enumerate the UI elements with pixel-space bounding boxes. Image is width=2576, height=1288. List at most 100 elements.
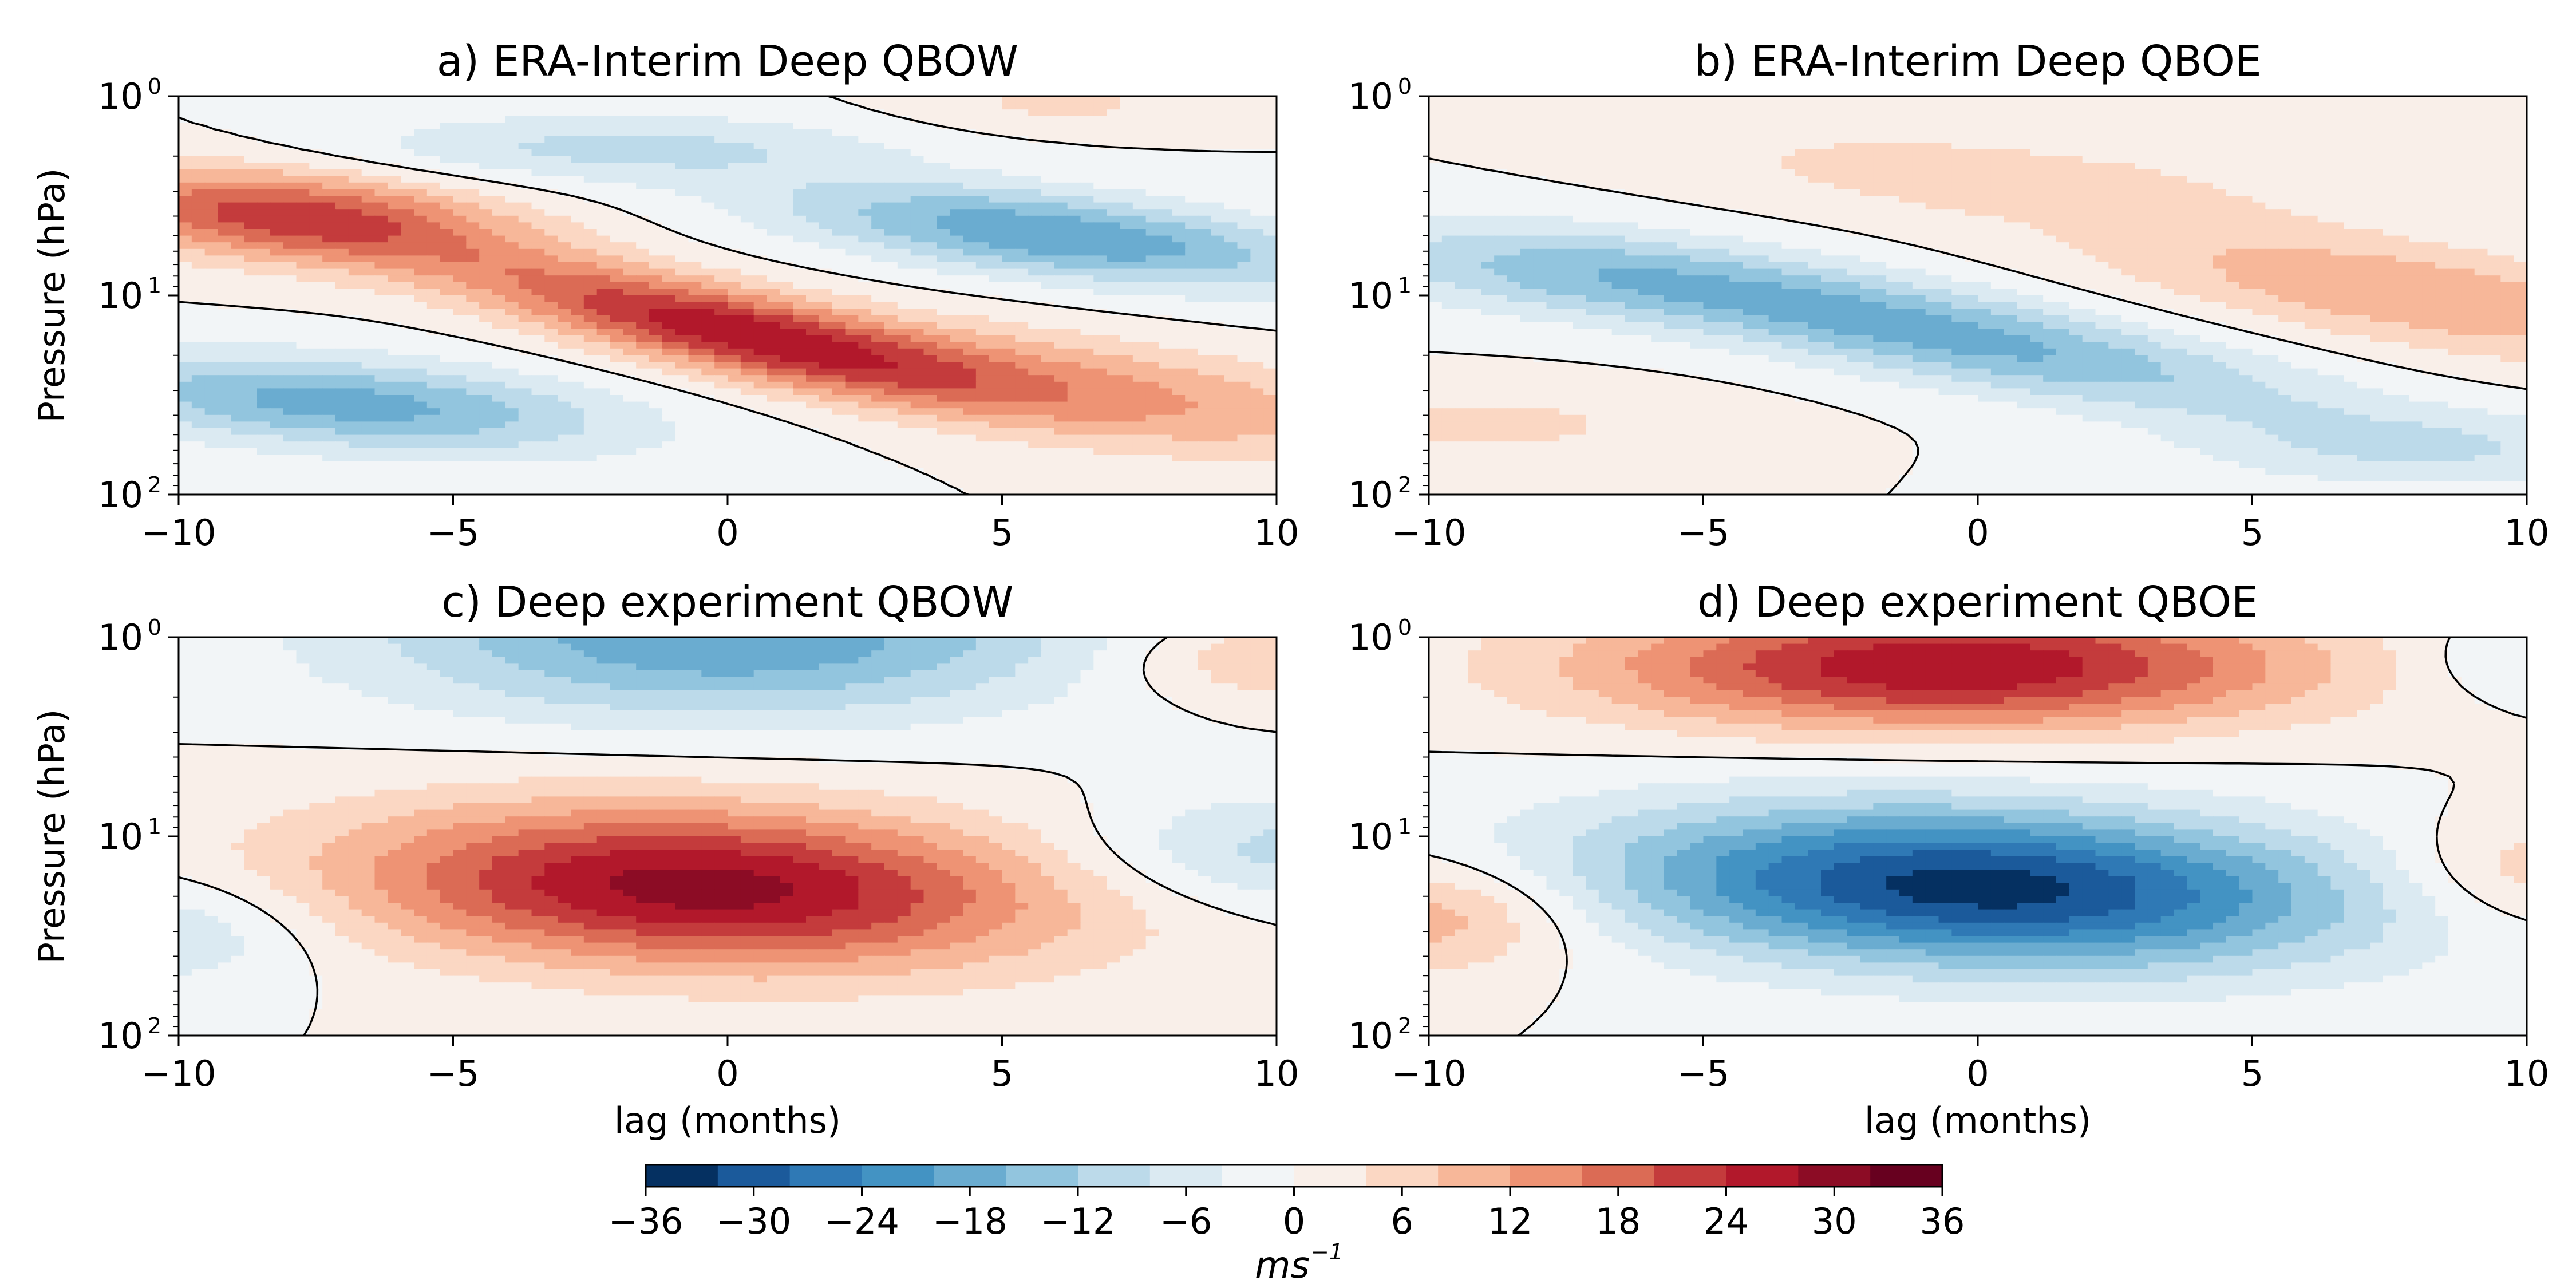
contour-cell [963,461,977,469]
contour-cell [937,136,950,143]
contour-cell [1107,475,1120,482]
contour-cell [1250,315,1264,323]
contour-cell [1172,481,1186,489]
contour-cell [505,408,519,416]
contour-cell [897,408,911,416]
contour-cell [296,441,310,449]
contour-cell [1211,96,1225,104]
contour-cell [583,163,598,170]
contour-cell [1211,441,1225,449]
contour-cell [466,368,480,376]
contour-cell [309,408,323,416]
contour-cell [871,355,885,362]
contour-cell [335,143,349,150]
contour-cell [544,102,558,110]
contour-cell [505,329,519,336]
contour-cell [1015,348,1029,356]
contour-cell [963,222,977,230]
contour-cell [728,335,741,342]
contour-cell [793,475,807,482]
contour-cell [544,302,558,309]
contour-cell [518,434,532,442]
contour-cell [1067,209,1081,216]
contour-cell [518,248,532,256]
contour-cell [714,189,728,196]
contour-cell [688,282,702,290]
contour-cell [688,461,702,469]
contour-cell [923,468,938,475]
contour-cell [204,289,219,296]
contour-cell [466,388,480,396]
contour-cell [910,441,924,449]
contour-cell [937,315,950,323]
contour-cell [283,109,297,117]
contour-cell [596,381,611,389]
contour-cell [623,136,637,143]
contour-cell [453,163,467,170]
contour-cell [740,109,754,117]
contour-cell [806,123,820,130]
contour-cell [440,395,454,402]
contour-cell [1159,455,1173,462]
contour-cell [283,295,297,303]
contour-cell [1198,329,1212,336]
contour-cell [244,362,258,369]
contour-cell [937,116,950,124]
contour-cell [1107,388,1120,396]
contour-cell [610,381,624,389]
contour-cell [701,481,715,489]
contour-cell [845,362,859,369]
contour-cell [806,381,820,389]
contour-cell [1185,428,1199,436]
contour-cell [1237,421,1251,429]
contour-cell [296,202,310,210]
contour-cell [884,275,898,283]
contour-cell [361,461,376,469]
contour-cell [793,348,807,356]
contour-cell [884,342,898,349]
contour-cell [740,322,754,329]
contour-cell [662,176,676,183]
contour-cell [414,282,428,290]
contour-cell [989,189,1003,196]
contour-cell [218,421,232,429]
contour-cell [675,428,689,436]
contour-cell [989,242,1003,250]
contour-cell [558,322,571,329]
contour-cell [204,96,219,104]
contour-cell [583,102,598,110]
contour-cell [1002,388,1016,396]
contour-cell [701,268,715,276]
contour-cell [1080,475,1095,482]
contour-cell [1054,156,1068,163]
contour-cell [1263,315,1277,323]
contour-cell [910,163,924,170]
contour-cell [596,441,611,449]
contour-cell [1250,302,1264,309]
contour-cell [374,129,389,137]
contour-cell [257,116,271,124]
contour-cell [283,481,297,489]
contour-cell [675,129,689,137]
contour-cell [950,395,963,402]
contour-cell [505,109,519,117]
contour-cell [1224,295,1238,303]
contour-cell [793,156,807,163]
contour-cell [1120,196,1133,203]
contour-cell [975,209,990,216]
contour-cell [753,448,768,456]
contour-cell [440,102,454,110]
contour-cell [910,96,924,104]
contour-cell [1028,368,1042,376]
contour-cell [989,368,1003,376]
contour-cell [1132,229,1147,236]
contour-cell [583,355,598,362]
contour-cell [453,268,467,276]
contour-cell [179,102,192,110]
contour-cell [270,169,284,176]
contour-cell [283,169,297,176]
contour-cell [1159,116,1173,124]
contour-cell [950,368,963,376]
contour-cell [858,169,872,176]
contour-cell [950,169,963,176]
